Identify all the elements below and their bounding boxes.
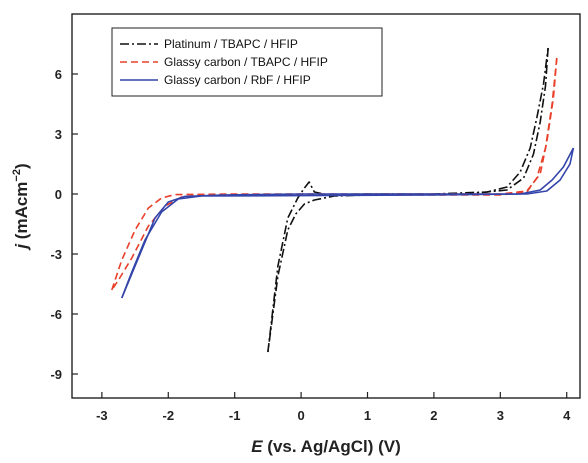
y-axis-unit-exponent: −2	[11, 169, 23, 182]
legend-label-platinum: Platinum / TBAPC / HFIP	[164, 37, 298, 51]
x-tick-label: 1	[364, 408, 371, 423]
y-tick-label: -9	[50, 367, 62, 382]
legend: Platinum / TBAPC / HFIP Glassy carbon / …	[111, 27, 383, 97]
y-tick-label: -3	[50, 247, 62, 262]
y-tick-label: 3	[55, 127, 62, 142]
legend-label-glassy-carbon-tbapc: Glassy carbon / TBAPC / HFIP	[164, 55, 328, 69]
x-axis-title: E (vs. Ag/AgCl) (V)	[251, 437, 401, 456]
series-glassy-carbon-rbf-hfip	[121, 147, 575, 299]
x-axis-label: (vs. Ag/AgCl) (V)	[263, 437, 401, 456]
x-tick-label: 3	[497, 408, 504, 423]
x-axis-symbol: E	[251, 437, 263, 456]
x-tick-label: -2	[163, 408, 175, 423]
y-axis-label-close: )	[12, 163, 31, 169]
y-axis-label: (mAcm	[12, 182, 31, 244]
x-tick-label: 4	[563, 408, 571, 423]
y-tick-label: -6	[50, 307, 62, 322]
y-tick-label: 0	[55, 187, 62, 202]
x-tick-label: 2	[430, 408, 437, 423]
axis-ticks: -3 -2 -1 0 1 2 3 4 -9 -6 -3 0 3 6	[50, 67, 571, 423]
x-tick-label: -1	[229, 408, 241, 423]
series-line-glassy-carbon-rbf-hfip-reverse	[121, 147, 575, 299]
legend-label-glassy-carbon-rbf: Glassy carbon / RbF / HFIP	[164, 73, 311, 87]
x-tick-label: 0	[297, 408, 304, 423]
x-tick-label: -3	[96, 408, 108, 423]
series-layer	[111, 47, 575, 353]
series-line-glassy-carbon-rbf-hfip-forward	[121, 147, 575, 299]
y-axis-symbol: j	[12, 243, 31, 251]
y-axis-title: j (mAcm−2)	[11, 163, 31, 250]
y-tick-label: 6	[55, 67, 62, 82]
